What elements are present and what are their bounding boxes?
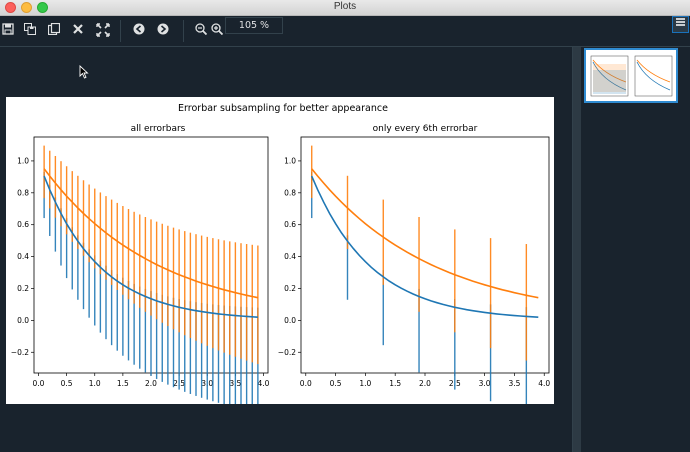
x-tick-label: 1.5 xyxy=(117,379,129,388)
y-tick-label: 1.0 xyxy=(284,156,296,165)
x-tick-label: 2.0 xyxy=(419,379,431,388)
x-tick-label: 3.0 xyxy=(479,379,491,388)
series-line xyxy=(43,175,258,318)
y-tick-label: 0.8 xyxy=(284,188,296,197)
subplot-every-6th: only every 6th errorbar 0.00.51.01.52.02… xyxy=(278,124,550,410)
y-tick-label: 0.6 xyxy=(284,220,296,229)
y-tick-label: 0.2 xyxy=(284,284,296,293)
mouse-cursor-icon xyxy=(79,65,89,79)
save-icon[interactable] xyxy=(0,23,16,39)
subplot-title-2: only every 6th errorbar xyxy=(373,124,478,134)
copy-icon[interactable] xyxy=(46,22,62,39)
axes-frame xyxy=(300,136,550,374)
y-tick-label: 0.8 xyxy=(17,188,29,197)
figure-suptitle: Errorbar subsampling for better appearan… xyxy=(178,103,388,114)
series-line xyxy=(311,168,539,299)
y-tick-label: −0.2 xyxy=(11,348,29,357)
y-tick-label: −0.2 xyxy=(278,348,296,357)
plot-thumbnail[interactable] xyxy=(584,48,678,103)
y-tick-label: 0.4 xyxy=(17,252,29,261)
previous-plot-icon[interactable] xyxy=(131,23,147,39)
y-tick-label: 0.4 xyxy=(284,252,296,261)
window-titlebar: Plots xyxy=(0,0,690,16)
window-title: Plots xyxy=(333,1,357,12)
close-window-button[interactable] xyxy=(5,2,16,13)
x-tick-label: 0.5 xyxy=(330,379,342,388)
y-tick-label: 0.2 xyxy=(17,284,29,293)
next-plot-icon[interactable] xyxy=(155,23,171,39)
y-tick-label: 0.0 xyxy=(284,316,296,325)
series-line xyxy=(43,168,259,299)
series-line xyxy=(310,175,539,318)
plots-toolbar xyxy=(0,16,690,47)
zoom-level-field[interactable]: 105 % xyxy=(225,17,283,34)
zoom-in-icon[interactable] xyxy=(209,23,225,39)
x-tick-label: 1.5 xyxy=(389,379,401,388)
options-menu-button[interactable] xyxy=(672,16,689,33)
plots-scrollbar[interactable] xyxy=(573,47,581,452)
save-all-icon[interactable] xyxy=(22,23,38,39)
x-tick-label: 1.0 xyxy=(89,379,101,388)
x-tick-label: 0.5 xyxy=(61,379,73,388)
close-all-plots-icon[interactable] xyxy=(95,23,111,39)
figure-canvas: Errorbar subsampling for better appearan… xyxy=(6,97,554,413)
x-tick-label: 4.0 xyxy=(538,379,550,388)
close-plot-icon[interactable] xyxy=(70,23,86,39)
subplot-title-1: all errorbars xyxy=(131,124,186,134)
hamburger-icon xyxy=(676,18,685,26)
x-tick-label: 3.5 xyxy=(508,379,520,388)
x-tick-label: 1.0 xyxy=(359,379,371,388)
minimize-window-button[interactable] xyxy=(21,2,32,13)
x-tick-label: 0.0 xyxy=(300,379,312,388)
zoom-out-icon[interactable] xyxy=(193,23,209,39)
x-tick-label: 0.0 xyxy=(33,379,45,388)
maximize-window-button[interactable] xyxy=(37,2,48,13)
x-tick-label: 4.0 xyxy=(258,379,270,388)
y-tick-label: 0.0 xyxy=(17,316,29,325)
y-tick-label: 0.6 xyxy=(17,220,29,229)
y-tick-label: 1.0 xyxy=(17,156,29,165)
subplot-all-errorbars: all errorbars 0.00.51.01.52.02.53.03.54.… xyxy=(11,124,270,413)
plots-divider xyxy=(572,47,573,452)
x-tick-label: 2.0 xyxy=(145,379,157,388)
